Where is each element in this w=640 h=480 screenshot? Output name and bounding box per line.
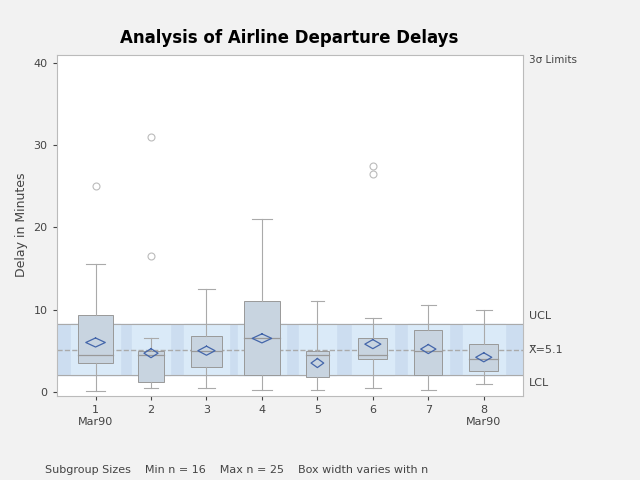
Bar <box>244 301 280 375</box>
Bar <box>469 344 499 372</box>
Bar <box>57 324 523 375</box>
Text: UCL: UCL <box>529 311 551 321</box>
Bar <box>306 351 329 377</box>
Bar <box>358 338 387 359</box>
Y-axis label: Delay in Minutes: Delay in Minutes <box>15 173 28 277</box>
Text: LCL: LCL <box>529 378 549 388</box>
Bar <box>138 351 164 382</box>
Text: 3σ Limits: 3σ Limits <box>529 55 577 64</box>
Text: X̅=5.1: X̅=5.1 <box>529 345 564 355</box>
Bar <box>78 315 113 363</box>
Title: Analysis of Airline Departure Delays: Analysis of Airline Departure Delays <box>120 29 459 48</box>
Bar <box>191 336 222 367</box>
Bar <box>415 330 442 375</box>
Text: Subgroup Sizes    Min n = 16    Max n = 25    Box width varies with n: Subgroup Sizes Min n = 16 Max n = 25 Box… <box>45 465 428 475</box>
